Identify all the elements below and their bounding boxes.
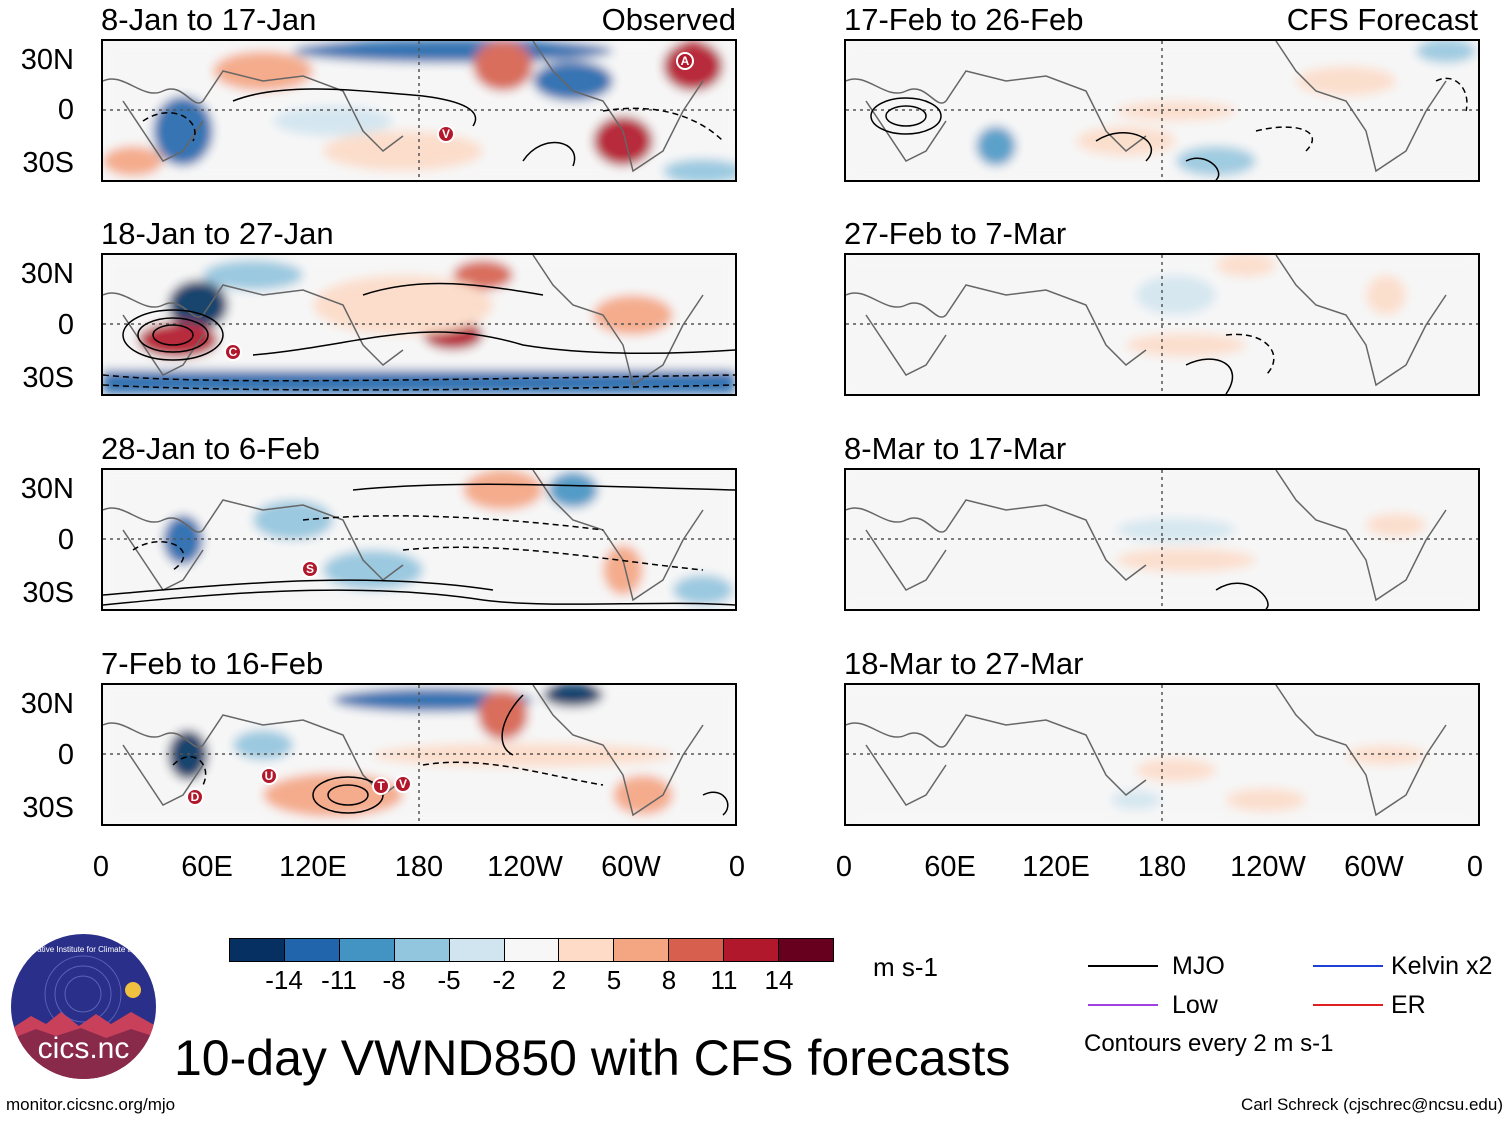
map-panel-obs-1 (101, 39, 737, 182)
colorbar-swatch (778, 939, 833, 961)
colorbar-tick-label: -14 (265, 965, 303, 995)
lon-label-120w: 120W (487, 851, 563, 883)
lon-label-60e: 60E (181, 851, 233, 883)
lon-label-180: 180 (394, 851, 444, 883)
legend-line-low (1088, 1004, 1158, 1006)
lat-label-eq: 0 (57, 524, 74, 556)
colorbar-tick-label: 11 (710, 965, 738, 995)
lon-label-120w: 120W (1230, 851, 1306, 883)
colorbar-swatch (338, 939, 394, 961)
storm-marker: C (224, 343, 242, 361)
panel-title-obs-3: 28-Jan to 6-Feb (101, 431, 320, 466)
storm-marker: A (676, 52, 694, 70)
lat-label-30s: 30S (22, 147, 74, 179)
lon-label-0: 0 (728, 851, 746, 883)
colorbar-tick-label: -8 (382, 965, 406, 995)
colorbar-swatch (503, 939, 559, 961)
colorbar-tick-label: -2 (492, 965, 516, 995)
lat-label-eq: 0 (57, 94, 74, 126)
map-panel-fcst-4 (844, 683, 1480, 826)
panel-title-obs-4: 7-Feb to 16-Feb (101, 646, 324, 681)
storm-marker: V (437, 125, 455, 143)
storm-marker: T (372, 777, 390, 795)
main-title: 10-day VWND850 with CFS forecasts (174, 1030, 1011, 1086)
legend-line-mjo (1088, 965, 1158, 967)
legend-label-low: Low (1172, 991, 1218, 1019)
lat-label-30n: 30N (20, 258, 74, 290)
cfs-forecast-tag: CFS Forecast (1286, 2, 1478, 37)
legend-label-er: ER (1391, 991, 1426, 1019)
legend-label-kelvin: Kelvin x2 (1391, 952, 1493, 980)
colorbar-swatch (283, 939, 339, 961)
storm-marker: U (260, 767, 278, 785)
lat-label-eq: 0 (57, 739, 74, 771)
colorbar-tick-label: 14 (764, 965, 794, 995)
colorbar-swatch (448, 939, 504, 961)
map-panel-fcst-1 (844, 39, 1480, 182)
legend-line-kelvin (1313, 965, 1383, 967)
colorbar (229, 938, 834, 962)
lat-label-30n: 30N (20, 688, 74, 720)
colorbar-tick-label: -11 (321, 965, 357, 995)
map-panel-fcst-2 (844, 253, 1480, 396)
cics-logo: Cooperative Institute for Climate and Sa… (11, 934, 156, 1079)
storm-marker: S (301, 560, 319, 578)
lon-label-60e: 60E (924, 851, 976, 883)
lon-label-0: 0 (92, 851, 110, 883)
lat-label-30n: 30N (20, 473, 74, 505)
lon-label-120e: 120E (279, 851, 347, 883)
observed-tag: Observed (601, 2, 736, 37)
storm-marker: V (394, 775, 412, 793)
panel-title-fcst-3: 8-Mar to 17-Mar (844, 431, 1067, 466)
lon-label-0: 0 (1466, 851, 1484, 883)
map-panel-fcst-3 (844, 468, 1480, 611)
storm-marker: D (186, 788, 204, 806)
legend-label-mjo: MJO (1172, 952, 1225, 980)
lon-label-60w: 60W (601, 851, 661, 883)
lat-label-30s: 30S (22, 577, 74, 609)
colorbar-swatch (668, 939, 724, 961)
lat-label-30s: 30S (22, 792, 74, 824)
colorbar-swatch (613, 939, 669, 961)
colorbar-labels: -14 -11 -8 -5 -2 2 5 8 11 14 (229, 967, 834, 995)
lon-label-180: 180 (1137, 851, 1187, 883)
colorbar-swatch (723, 939, 779, 961)
lat-label-eq: 0 (57, 309, 74, 341)
panel-title-obs-1: 8-Jan to 17-Jan (101, 2, 317, 37)
logo-ring-text: Cooperative Institute for Climate and Sa… (11, 945, 156, 954)
lat-label-30s: 30S (22, 362, 74, 394)
panel-title-fcst-4: 18-Mar to 27-Mar (844, 646, 1084, 681)
map-panel-obs-4 (101, 683, 737, 826)
lat-label-30n: 30N (20, 44, 74, 76)
colorbar-swatch (230, 939, 284, 961)
panel-title-obs-2: 18-Jan to 27-Jan (101, 216, 334, 251)
colorbar-units: m s-1 (873, 952, 938, 982)
contour-note: Contours every 2 m s-1 (1084, 1030, 1334, 1057)
colorbar-tick-label: 2 (551, 965, 567, 995)
colorbar-tick-label: -5 (437, 965, 461, 995)
panel-title-fcst-2: 27-Feb to 7-Mar (844, 216, 1067, 251)
cics-logo-graphic (11, 955, 156, 1079)
logo-text: cics.nc (37, 1032, 130, 1065)
footer-credit: Carl Schreck (cjschrec@ncsu.edu) (1241, 1095, 1503, 1114)
lon-label-60w: 60W (1344, 851, 1404, 883)
colorbar-swatch (393, 939, 449, 961)
map-panel-obs-3 (101, 468, 737, 611)
colorbar-tick-label: 8 (661, 965, 677, 995)
lon-label-0: 0 (835, 851, 853, 883)
colorbar-swatch (558, 939, 614, 961)
panel-title-fcst-1: 17-Feb to 26-Feb (844, 2, 1084, 37)
legend-line-er (1313, 1004, 1383, 1006)
colorbar-tick-label: 5 (606, 965, 622, 995)
footer-url[interactable]: monitor.cicsnc.org/mjo (6, 1095, 176, 1114)
map-panel-obs-2 (101, 253, 737, 396)
lon-label-120e: 120E (1022, 851, 1090, 883)
